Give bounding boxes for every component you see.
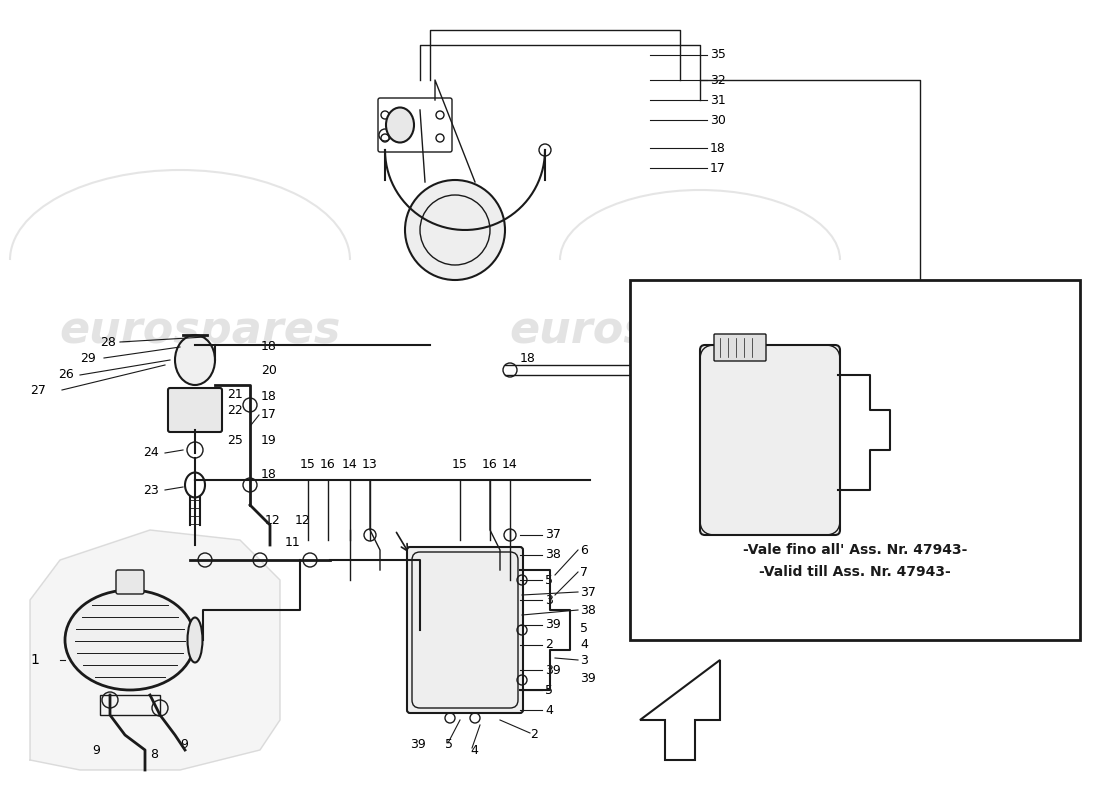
- Text: 24: 24: [143, 446, 158, 459]
- Text: 15: 15: [300, 458, 316, 471]
- FancyBboxPatch shape: [116, 570, 144, 594]
- Text: 37: 37: [580, 586, 596, 598]
- Text: 21: 21: [227, 389, 243, 402]
- FancyBboxPatch shape: [847, 292, 974, 448]
- Text: 2: 2: [544, 638, 553, 651]
- Text: 4: 4: [544, 703, 553, 717]
- Text: 18: 18: [520, 351, 536, 365]
- Text: 2: 2: [530, 729, 538, 742]
- Text: 5: 5: [740, 558, 748, 571]
- Text: 39: 39: [544, 618, 561, 631]
- Text: 3: 3: [1055, 429, 1063, 442]
- Text: 7: 7: [580, 566, 588, 578]
- Text: 27: 27: [30, 383, 46, 397]
- Text: 25: 25: [227, 434, 243, 446]
- Text: 5: 5: [544, 683, 553, 697]
- Text: 35: 35: [710, 49, 726, 62]
- Text: 14: 14: [342, 458, 358, 471]
- Text: eurospares: eurospares: [59, 309, 341, 351]
- FancyBboxPatch shape: [714, 334, 766, 361]
- Text: 4: 4: [770, 558, 778, 571]
- Text: eurospares: eurospares: [509, 309, 791, 351]
- Text: 18: 18: [261, 469, 277, 482]
- Text: 4: 4: [470, 743, 477, 757]
- Text: 4: 4: [580, 638, 587, 650]
- Text: 6: 6: [1055, 302, 1063, 314]
- Text: 30: 30: [710, 114, 726, 126]
- Text: 16: 16: [482, 458, 497, 471]
- Text: 5: 5: [446, 738, 453, 751]
- Text: -Valid till Ass. Nr. 47943-: -Valid till Ass. Nr. 47943-: [759, 565, 950, 579]
- Text: 17: 17: [710, 162, 726, 174]
- Text: 31: 31: [710, 94, 726, 106]
- Text: 18: 18: [261, 390, 277, 403]
- Text: 17: 17: [261, 409, 277, 422]
- Text: 12: 12: [295, 514, 310, 526]
- FancyBboxPatch shape: [700, 345, 840, 535]
- Text: 39: 39: [580, 671, 596, 685]
- Circle shape: [405, 180, 505, 280]
- Text: 7: 7: [1055, 329, 1063, 342]
- Text: 4: 4: [1055, 354, 1063, 366]
- Text: 18: 18: [261, 341, 277, 354]
- Text: 13: 13: [362, 458, 377, 471]
- Text: 38: 38: [770, 323, 785, 337]
- Text: 39: 39: [1055, 403, 1070, 417]
- Text: 14: 14: [502, 458, 518, 471]
- Text: 29: 29: [80, 351, 96, 365]
- Ellipse shape: [175, 335, 214, 385]
- Text: 26: 26: [58, 369, 74, 382]
- Text: 15: 15: [452, 458, 468, 471]
- Text: 3: 3: [544, 594, 553, 606]
- Text: -Vale fino all' Ass. Nr. 47943-: -Vale fino all' Ass. Nr. 47943-: [742, 543, 967, 557]
- Text: 6: 6: [580, 543, 587, 557]
- Text: 11: 11: [285, 535, 300, 549]
- Text: 5: 5: [1055, 378, 1063, 391]
- Text: 3: 3: [580, 654, 587, 666]
- Ellipse shape: [65, 590, 195, 690]
- Text: 9: 9: [180, 738, 188, 751]
- Text: 1: 1: [30, 653, 38, 667]
- Text: 12: 12: [265, 514, 280, 526]
- Text: 39: 39: [700, 554, 716, 566]
- Text: 28: 28: [100, 335, 116, 349]
- Text: 37: 37: [635, 298, 651, 311]
- Text: 5: 5: [580, 622, 588, 634]
- FancyBboxPatch shape: [407, 547, 522, 713]
- Ellipse shape: [386, 107, 414, 142]
- Text: 38: 38: [544, 549, 561, 562]
- Text: 36: 36: [770, 343, 785, 357]
- Ellipse shape: [187, 618, 202, 662]
- Text: 32: 32: [710, 74, 726, 86]
- Text: 20: 20: [261, 363, 277, 377]
- Text: 8: 8: [150, 749, 158, 762]
- Text: 39: 39: [410, 738, 426, 751]
- FancyBboxPatch shape: [630, 280, 1080, 640]
- FancyBboxPatch shape: [168, 388, 222, 432]
- Polygon shape: [30, 530, 280, 770]
- Text: 39: 39: [544, 663, 561, 677]
- Text: 18: 18: [710, 142, 726, 154]
- Text: 38: 38: [580, 603, 596, 617]
- Text: 22: 22: [227, 403, 243, 417]
- Text: 5: 5: [544, 574, 553, 586]
- Text: 16: 16: [320, 458, 336, 471]
- Text: 19: 19: [261, 434, 277, 446]
- Text: 9: 9: [92, 743, 100, 757]
- Text: 37: 37: [544, 529, 561, 542]
- Polygon shape: [640, 660, 720, 760]
- Text: 23: 23: [143, 483, 158, 497]
